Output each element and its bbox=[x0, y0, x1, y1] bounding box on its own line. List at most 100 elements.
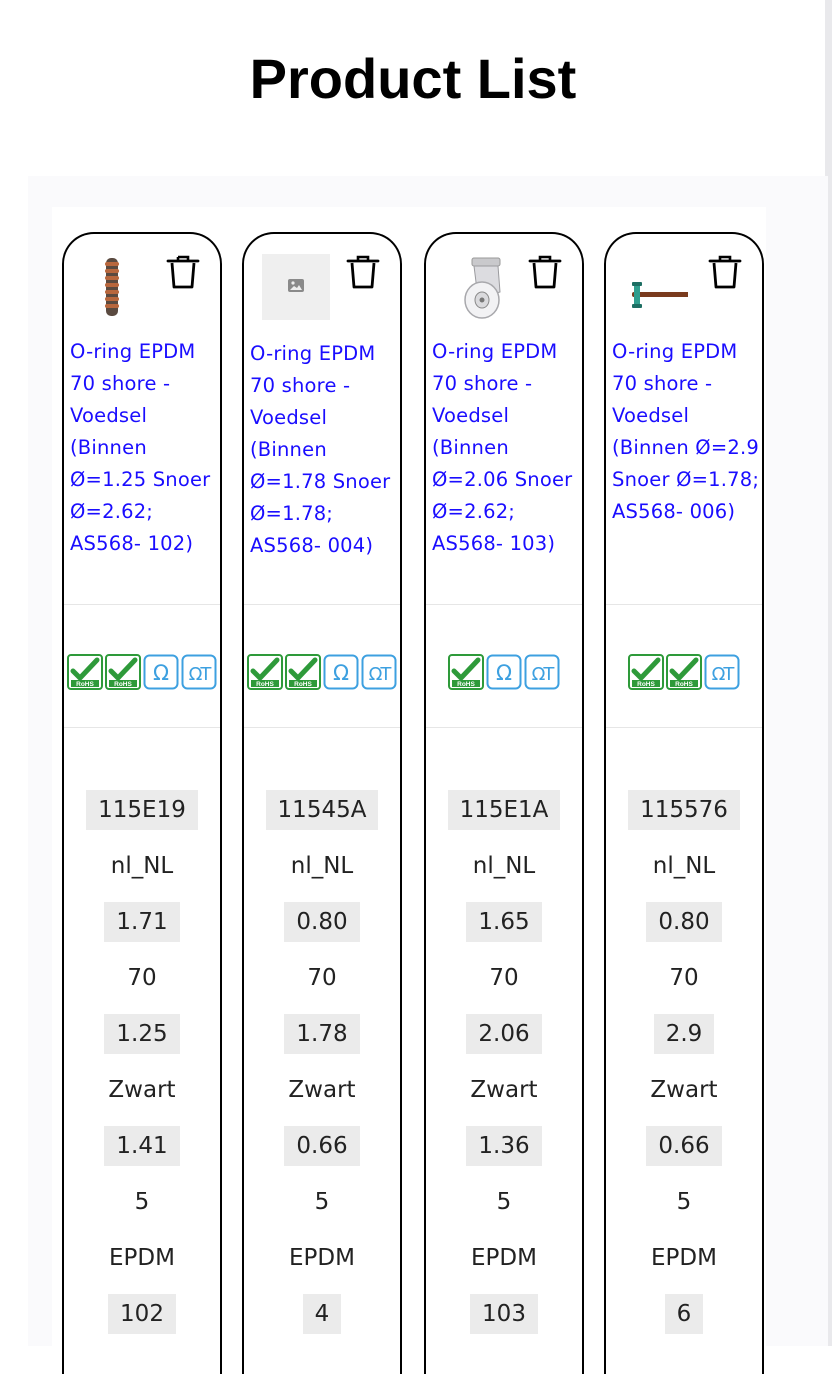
spring-icon bbox=[105, 258, 119, 316]
spec-color: Zwart bbox=[650, 1077, 718, 1103]
spec-list: 11545A nl_NL 0.80 70 1.78 Zwart 0.66 5 E… bbox=[244, 790, 400, 1350]
product-card: O-ring EPDM 70 shore - Voedsel (Binnen Ø… bbox=[424, 232, 584, 1374]
rohs-icon: RoHS bbox=[666, 654, 702, 690]
spec-shore: 70 bbox=[489, 965, 519, 991]
spec-shore: 70 bbox=[307, 965, 337, 991]
spec-material: EPDM bbox=[289, 1245, 355, 1271]
delete-button[interactable] bbox=[528, 254, 562, 290]
svg-text:RoHS: RoHS bbox=[256, 681, 274, 688]
rohs-icon: RoHS bbox=[105, 654, 141, 690]
divider bbox=[64, 727, 220, 728]
delete-button[interactable] bbox=[166, 254, 200, 290]
delete-button[interactable] bbox=[708, 254, 742, 290]
spec-locale: nl_NL bbox=[652, 853, 716, 879]
trash-icon bbox=[708, 255, 742, 289]
spec-shore: 70 bbox=[669, 965, 699, 991]
rohs-icon: RoHS bbox=[448, 654, 484, 690]
spec-weight: 0.66 bbox=[284, 1126, 360, 1166]
svg-text:RoHS: RoHS bbox=[675, 681, 693, 688]
spec-weight: 0.66 bbox=[646, 1126, 722, 1166]
delete-button[interactable] bbox=[346, 254, 380, 290]
spec-locale: nl_NL bbox=[472, 853, 536, 879]
spec-weight: 1.36 bbox=[466, 1126, 542, 1166]
spec-price: 1.71 bbox=[104, 902, 180, 942]
svg-text:RoHS: RoHS bbox=[457, 681, 475, 688]
spec-price: 1.65 bbox=[466, 902, 542, 942]
product-thumbnail[interactable] bbox=[262, 254, 332, 320]
svg-text:ΩT: ΩT bbox=[189, 664, 213, 685]
spec-material: EPDM bbox=[109, 1245, 175, 1271]
spec-as568: 6 bbox=[664, 1294, 704, 1334]
rohs-icon: RoHS bbox=[628, 654, 664, 690]
spec-price: 0.80 bbox=[646, 902, 722, 942]
product-card: O-ring EPDM 70 shore - Voedsel (Binnen Ø… bbox=[604, 232, 764, 1374]
product-title-link[interactable]: O-ring EPDM 70 shore - Voedsel (Binnen Ø… bbox=[432, 340, 573, 555]
scrollbar[interactable] bbox=[825, 0, 832, 1346]
product-thumbnail[interactable] bbox=[438, 254, 508, 320]
svg-text:ΩT: ΩT bbox=[712, 664, 736, 685]
product-title-link[interactable]: O-ring EPDM 70 shore - Voedsel (Binnen Ø… bbox=[612, 340, 760, 523]
spec-color: Zwart bbox=[108, 1077, 176, 1103]
divider bbox=[426, 604, 582, 605]
certification-badges: RoHS RoHS Ω ΩT bbox=[64, 652, 220, 692]
certification-badges: RoHS RoHS Ω ΩT bbox=[244, 652, 400, 692]
svg-text:Ω: Ω bbox=[496, 661, 512, 685]
omega-icon: Ω bbox=[323, 654, 359, 690]
spec-weight: 1.41 bbox=[104, 1126, 180, 1166]
svg-text:ΩT: ΩT bbox=[369, 664, 393, 685]
spec-qty: 5 bbox=[134, 1189, 150, 1215]
hammer-icon bbox=[632, 282, 688, 308]
product-card: O-ring EPDM 70 shore - Voedsel (Binnen Ø… bbox=[242, 232, 402, 1374]
divider bbox=[244, 727, 400, 728]
divider bbox=[426, 727, 582, 728]
trash-icon bbox=[346, 255, 380, 289]
svg-text:RoHS: RoHS bbox=[637, 681, 655, 688]
spec-shore: 70 bbox=[127, 965, 157, 991]
spec-code: 115E1A bbox=[447, 790, 561, 830]
spec-inner-diameter: 2.06 bbox=[466, 1014, 542, 1054]
spec-price: 0.80 bbox=[284, 902, 360, 942]
caster-wheel-icon bbox=[464, 257, 501, 319]
image-placeholder-icon bbox=[262, 254, 330, 320]
spec-code: 11545A bbox=[265, 790, 379, 830]
spec-list: 115E1A nl_NL 1.65 70 2.06 Zwart 1.36 5 E… bbox=[426, 790, 582, 1350]
spec-material: EPDM bbox=[471, 1245, 537, 1271]
divider bbox=[606, 604, 762, 605]
product-title-link[interactable]: O-ring EPDM 70 shore - Voedsel (Binnen Ø… bbox=[70, 340, 211, 555]
spec-as568: 103 bbox=[470, 1294, 538, 1334]
rohs-icon: RoHS bbox=[285, 654, 321, 690]
spec-as568: 102 bbox=[108, 1294, 176, 1334]
spec-locale: nl_NL bbox=[110, 853, 174, 879]
svg-text:Ω: Ω bbox=[333, 661, 349, 685]
spec-code: 115E19 bbox=[86, 790, 198, 830]
product-title-link[interactable]: O-ring EPDM 70 shore - Voedsel (Binnen Ø… bbox=[250, 342, 391, 557]
svg-text:RoHS: RoHS bbox=[294, 681, 312, 688]
svg-text:Ω: Ω bbox=[153, 661, 169, 685]
page-title: Product List bbox=[249, 47, 577, 110]
certification-badges: RoHS RoHS ΩT bbox=[606, 652, 762, 692]
spec-inner-diameter: 1.25 bbox=[104, 1014, 180, 1054]
spec-inner-diameter: 1.78 bbox=[284, 1014, 360, 1054]
divider bbox=[64, 604, 220, 605]
product-thumbnail[interactable] bbox=[618, 254, 688, 320]
trash-icon bbox=[528, 255, 562, 289]
rohs-icon: RoHS bbox=[247, 654, 283, 690]
spec-qty: 5 bbox=[676, 1189, 692, 1215]
spec-code: 115576 bbox=[628, 790, 740, 830]
divider bbox=[244, 604, 400, 605]
spec-list: 115E19 nl_NL 1.71 70 1.25 Zwart 1.41 5 E… bbox=[64, 790, 220, 1350]
spec-qty: 5 bbox=[496, 1189, 512, 1215]
product-thumbnail[interactable] bbox=[76, 254, 146, 320]
spec-list: 115576 nl_NL 0.80 70 2.9 Zwart 0.66 5 EP… bbox=[606, 790, 762, 1350]
omega-icon: Ω bbox=[143, 654, 179, 690]
spec-qty: 5 bbox=[314, 1189, 330, 1215]
spec-inner-diameter: 2.9 bbox=[653, 1014, 715, 1054]
omega-t-icon: ΩT bbox=[524, 654, 560, 690]
spec-as568: 4 bbox=[302, 1294, 342, 1334]
spec-color: Zwart bbox=[470, 1077, 538, 1103]
spec-material: EPDM bbox=[651, 1245, 717, 1271]
svg-text:RoHS: RoHS bbox=[114, 681, 132, 688]
omega-t-icon: ΩT bbox=[704, 654, 740, 690]
svg-text:ΩT: ΩT bbox=[532, 664, 556, 685]
spec-locale: nl_NL bbox=[290, 853, 354, 879]
